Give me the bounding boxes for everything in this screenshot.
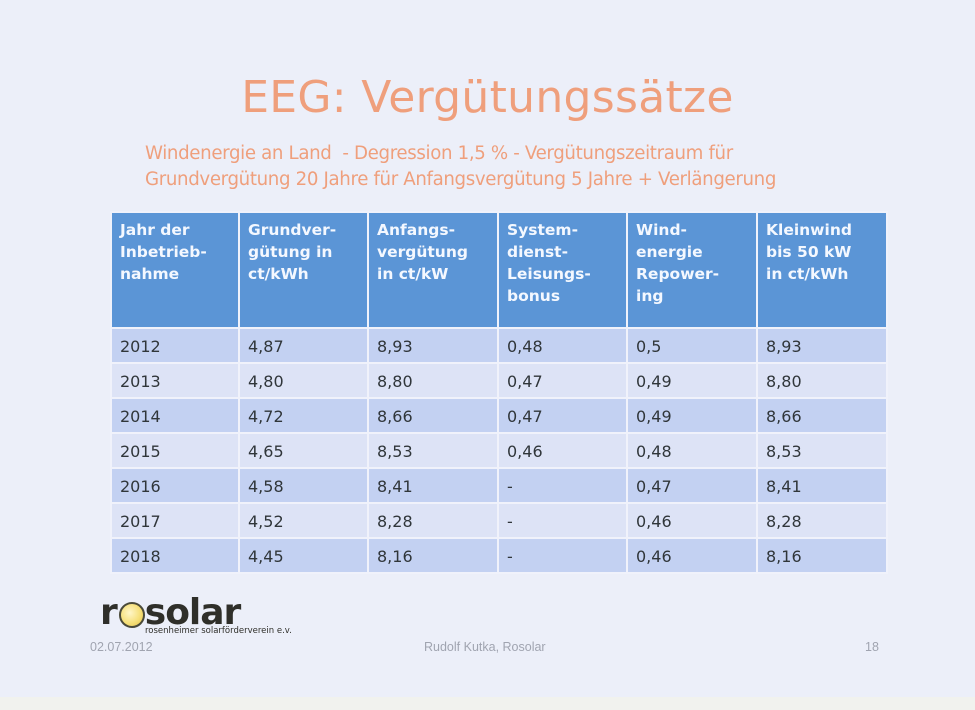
rates-table: Jahr der Inbetrieb-nahme Grundver-gütung … [110,211,888,574]
cell-kleinwind: 8,41 [756,467,888,504]
logo-tagline: rosenheimer solarförderverein e.v. [145,626,292,636]
rosolar-logo: r solar rosenheimer solarförderverein e.v… [100,592,340,642]
cell-sdl-bonus: - [497,502,628,539]
cell-grundverguetung: 4,58 [238,467,369,504]
cell-repowering: 0,5 [626,327,758,364]
cell-anfangsverguetung: 8,16 [367,537,499,574]
cell-sdl-bonus: - [497,467,628,504]
cell-kleinwind: 8,93 [756,327,888,364]
page-number: 18 [865,640,879,654]
table-row: 2016 4,58 8,41 - 0,47 8,41 [110,467,888,504]
cell-sdl-bonus: 0,47 [497,397,628,434]
cell-repowering: 0,48 [626,432,758,469]
cell-sdl-bonus: 0,47 [497,362,628,399]
footer-date: 02.07.2012 [90,640,153,654]
cell-kleinwind: 8,16 [756,537,888,574]
cell-sdl-bonus: - [497,537,628,574]
cell-grundverguetung: 4,80 [238,362,369,399]
cell-anfangsverguetung: 8,28 [367,502,499,539]
cell-year: 2016 [110,467,240,504]
cell-grundverguetung: 4,52 [238,502,369,539]
cell-repowering: 0,49 [626,362,758,399]
header-kleinwind: Kleinwind bis 50 kW in ct/kWh [756,211,888,329]
table-row: 2017 4,52 8,28 - 0,46 8,28 [110,502,888,539]
cell-year: 2013 [110,362,240,399]
table-header-row: Jahr der Inbetrieb-nahme Grundver-gütung … [110,211,888,329]
cell-kleinwind: 8,66 [756,397,888,434]
cell-anfangsverguetung: 8,66 [367,397,499,434]
table-row: 2012 4,87 8,93 0,48 0,5 8,93 [110,327,888,364]
cell-kleinwind: 8,53 [756,432,888,469]
slide-subtitle: Windenergie an Land - Degression 1,5 % -… [145,141,865,193]
cell-year: 2012 [110,327,240,364]
table-row: 2018 4,45 8,16 - 0,46 8,16 [110,537,888,574]
header-grundverguetung: Grundver-gütung in ct/kWh [238,211,369,329]
cell-kleinwind: 8,80 [756,362,888,399]
cell-year: 2014 [110,397,240,434]
sun-icon [119,602,145,628]
subtitle-line-2: Grundvergütung 20 Jahre für Anfangsvergü… [145,169,777,190]
cell-grundverguetung: 4,65 [238,432,369,469]
table-row: 2014 4,72 8,66 0,47 0,49 8,66 [110,397,888,434]
cell-repowering: 0,49 [626,397,758,434]
cell-anfangsverguetung: 8,93 [367,327,499,364]
cell-repowering: 0,46 [626,502,758,539]
footer-author: Rudolf Kutka, Rosolar [424,640,546,654]
subtitle-line-1: Windenergie an Land - Degression 1,5 % -… [145,143,733,164]
header-anfangsverguetung: Anfangs-vergütung in ct/kW [367,211,499,329]
cell-anfangsverguetung: 8,53 [367,432,499,469]
header-year: Jahr der Inbetrieb-nahme [110,211,240,329]
cell-kleinwind: 8,28 [756,502,888,539]
scan-edge [0,697,975,710]
cell-repowering: 0,47 [626,467,758,504]
cell-anfangsverguetung: 8,80 [367,362,499,399]
cell-grundverguetung: 4,45 [238,537,369,574]
cell-sdl-bonus: 0,48 [497,327,628,364]
cell-grundverguetung: 4,72 [238,397,369,434]
table-row: 2013 4,80 8,80 0,47 0,49 8,80 [110,362,888,399]
header-systemdienstleistungsbonus: System-dienst- Leisungs-bonus [497,211,628,329]
cell-year: 2018 [110,537,240,574]
cell-grundverguetung: 4,87 [238,327,369,364]
cell-year: 2015 [110,432,240,469]
cell-year: 2017 [110,502,240,539]
header-repowering: Wind-energie Repower-ing [626,211,758,329]
cell-anfangsverguetung: 8,41 [367,467,499,504]
logo-wordmark: r solar [100,592,241,633]
table-row: 2015 4,65 8,53 0,46 0,48 8,53 [110,432,888,469]
cell-repowering: 0,46 [626,537,758,574]
cell-sdl-bonus: 0,46 [497,432,628,469]
slide-title: EEG: Vergütungssätze [241,72,734,123]
